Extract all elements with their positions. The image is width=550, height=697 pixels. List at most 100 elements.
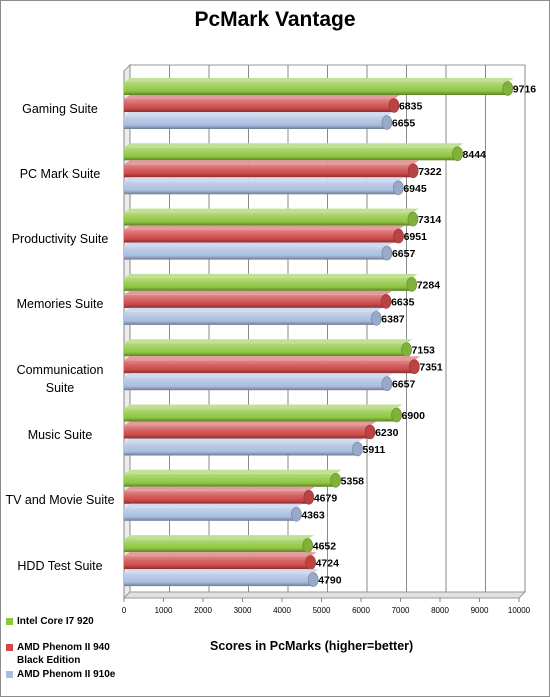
data-label: 6835: [399, 101, 423, 113]
category-label: TV and Movie Suite: [5, 493, 115, 508]
bar-end-cap: [370, 311, 382, 326]
category-label: HDD Test Suite: [17, 558, 103, 573]
bar: [124, 82, 508, 95]
bar: [124, 442, 358, 456]
bar: [124, 181, 399, 195]
x-tick-label: 8000: [431, 606, 449, 615]
bar-top-face: [124, 404, 403, 409]
bar: [124, 212, 413, 226]
data-label: 7322: [418, 166, 442, 178]
bar-end-cap: [380, 294, 392, 309]
data-label: 4790: [318, 575, 342, 587]
bar-top-face: [124, 290, 393, 295]
bar-top-face: [124, 273, 418, 278]
data-label: 7153: [412, 345, 436, 357]
data-label: 5911: [362, 444, 385, 456]
bar-end-cap: [393, 180, 404, 196]
data-label: 4679: [314, 492, 338, 504]
x-tick-label: 1000: [155, 606, 173, 615]
bar-top-face: [124, 503, 303, 508]
x-tick-label: 3000: [234, 606, 252, 615]
bar-top-face: [124, 356, 421, 361]
x-tick-label: 5000: [313, 606, 331, 615]
data-label: 6635: [391, 296, 415, 308]
bar: [124, 147, 458, 161]
bar: [124, 507, 297, 521]
bar-end-cap: [381, 376, 393, 392]
legend-label: AMD Phenom II 910e: [17, 669, 116, 680]
x-tick-label: 10000: [508, 606, 531, 615]
legend-label: Intel Core I7 920: [17, 616, 94, 627]
data-label: 6900: [402, 410, 426, 422]
x-axis-label: Scores in PcMarks (higher=better): [210, 639, 414, 653]
category-label: Productivity Suite: [11, 232, 109, 247]
bar-top-face: [124, 177, 405, 182]
bar: [124, 116, 387, 129]
bar: [124, 573, 314, 587]
bar: [124, 490, 309, 504]
data-label: 4363: [301, 509, 325, 521]
category-label: Music Suite: [27, 428, 93, 442]
bar-end-cap: [352, 441, 363, 457]
bar-end-cap: [381, 245, 393, 261]
chart-title: PcMark Vantage: [194, 8, 356, 31]
x-tick-label: 9000: [471, 606, 489, 615]
bar-end-cap: [406, 277, 418, 292]
bar-top-face: [124, 421, 377, 426]
x-tick-label: 7000: [392, 606, 410, 615]
legend-swatch: [6, 644, 13, 651]
data-label: 6657: [392, 379, 416, 391]
bar-end-cap: [381, 115, 393, 130]
data-label: 7314: [418, 214, 442, 226]
bar: [124, 539, 308, 553]
bar: [124, 99, 394, 112]
bar-top-face: [124, 242, 393, 247]
legend-swatch: [6, 618, 13, 625]
bar-end-cap: [452, 146, 463, 162]
bar: [124, 556, 311, 570]
bar: [124, 377, 387, 391]
x-tick-label: 2000: [194, 606, 212, 615]
bar: [124, 343, 407, 357]
bar: [124, 164, 414, 178]
bar-top-face: [124, 112, 393, 116]
bar-top-face: [124, 95, 400, 99]
bar-end-cap: [388, 98, 400, 113]
bar-top-face: [124, 143, 464, 148]
bar-top-face: [124, 225, 405, 230]
data-label: 6945: [403, 183, 427, 195]
bar-top-face: [124, 535, 314, 540]
data-label: 6655: [392, 118, 416, 130]
bar-end-cap: [407, 163, 419, 179]
bar-top-face: [124, 307, 383, 312]
bar: [124, 246, 387, 260]
bar-top-face: [124, 208, 419, 213]
legend-item: Intel Core I7 920: [6, 615, 94, 628]
category-label: Gaming Suite: [22, 101, 98, 116]
bar-top-face: [124, 469, 342, 474]
bar-end-cap: [502, 81, 514, 96]
bar-end-cap: [302, 538, 314, 553]
bar: [124, 425, 371, 439]
data-label: 4652: [313, 541, 337, 553]
legend-label: AMD Phenom II 940 Black Edition: [17, 642, 110, 666]
bar-end-cap: [409, 359, 420, 375]
data-label: 5358: [341, 475, 365, 487]
bar-end-cap: [393, 228, 404, 244]
bar-end-cap: [307, 572, 319, 587]
bar: [124, 311, 377, 325]
x-tick-label: 6000: [352, 606, 370, 615]
bar-end-cap: [407, 211, 419, 227]
bar-top-face: [124, 160, 420, 165]
category-label: Communication Suite: [16, 362, 104, 395]
x-tick-label: 4000: [273, 606, 291, 615]
legend-swatch: [6, 671, 13, 678]
bar-top-face: [124, 78, 514, 82]
category-label: Memories Suite: [16, 297, 104, 312]
legend-item: AMD Phenom II 910e: [6, 668, 115, 681]
bar: [124, 473, 336, 487]
data-label: 8444: [463, 149, 487, 161]
data-label: 6230: [375, 427, 399, 439]
bar: [124, 360, 415, 374]
